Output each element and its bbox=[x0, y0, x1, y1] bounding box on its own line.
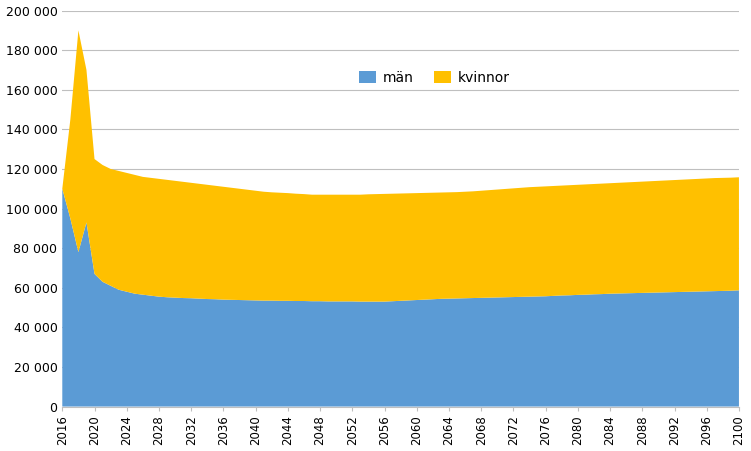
Legend: män, kvinnor: män, kvinnor bbox=[354, 65, 515, 90]
